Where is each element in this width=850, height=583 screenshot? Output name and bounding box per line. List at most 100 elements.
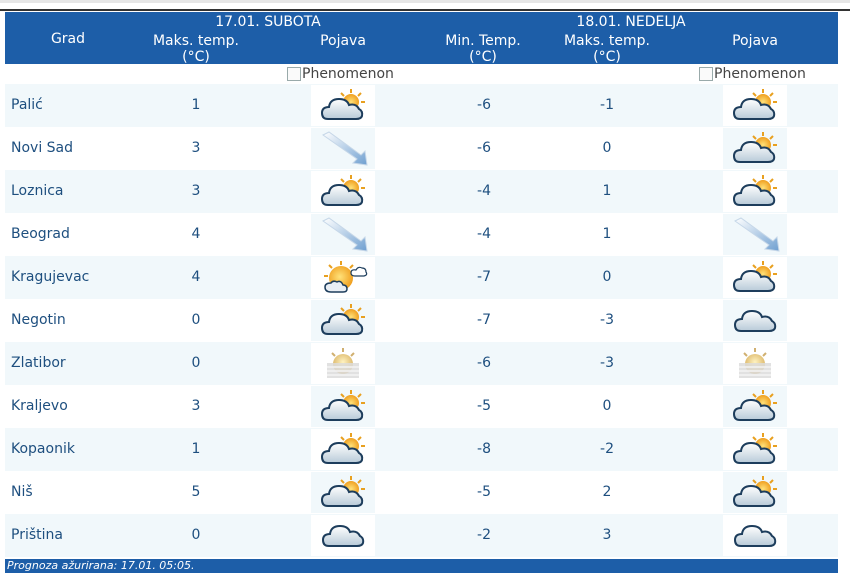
partly-cloudy-sun-icon bbox=[723, 128, 787, 169]
max-temp-day2: 1 bbox=[602, 183, 612, 199]
table-row: Kraljevo 3 -5 0 bbox=[5, 385, 838, 428]
city-name: Zlatibor bbox=[11, 355, 66, 371]
table-row: Kopaonik 1 -8 -2 bbox=[5, 428, 838, 471]
table-row: Kragujevac 4 -7 0 bbox=[5, 256, 838, 299]
city-name: Niš bbox=[11, 484, 33, 500]
cloud-icon bbox=[723, 515, 787, 556]
table-row: Palić 1 -6 -1 bbox=[5, 84, 838, 127]
table-row: Loznica 3 -4 1 bbox=[5, 170, 838, 213]
min-temp-day2: -4 bbox=[477, 183, 491, 199]
city-name: Kopaonik bbox=[11, 441, 75, 457]
phenomenon-alt-text: Phenomenon bbox=[302, 66, 394, 82]
city-name: Novi Sad bbox=[11, 140, 74, 156]
partly-cloudy-sun-icon bbox=[723, 171, 787, 212]
city-name: Palić bbox=[11, 97, 43, 113]
partly-cloudy-sun-icon bbox=[311, 85, 375, 126]
header-max2-unit: (°C) bbox=[593, 49, 621, 65]
header-max2: Maks. temp. (°C) bbox=[545, 33, 669, 65]
header-max1: Maks. temp. (°C) bbox=[133, 33, 259, 65]
table-row: Beograd 4 -4 1 bbox=[5, 213, 838, 256]
partly-cloudy-sun-icon bbox=[311, 472, 375, 513]
min-temp-day2: -6 bbox=[477, 140, 491, 156]
partly-cloudy-sun-icon bbox=[723, 85, 787, 126]
max-temp-day2: 0 bbox=[602, 269, 612, 285]
city-name: Kraljevo bbox=[11, 398, 68, 414]
updated-note: Prognoza ažurirana: 17.01. 05:05. bbox=[7, 559, 195, 572]
city-name: Priština bbox=[11, 527, 63, 543]
table-row: Priština 0 -2 3 bbox=[5, 514, 838, 557]
phenomenon-image-2: Phenomenon bbox=[699, 66, 806, 82]
partly-cloudy-sun-icon bbox=[723, 429, 787, 470]
max-temp-day1: 3 bbox=[191, 140, 201, 156]
top-rule bbox=[0, 9, 850, 11]
max-temp-day1: 1 bbox=[191, 441, 201, 457]
broken-image-icon bbox=[699, 67, 713, 81]
max-temp-day1: 5 bbox=[191, 484, 201, 500]
city-name: Negotin bbox=[11, 312, 66, 328]
max-temp-day1: 3 bbox=[191, 398, 201, 414]
fog-sun-icon bbox=[723, 343, 787, 384]
table-row: Niš 5 -5 2 bbox=[5, 471, 838, 514]
header-city: Grad bbox=[50, 31, 86, 47]
wind-arrow-icon bbox=[311, 128, 375, 169]
min-temp-day2: -2 bbox=[477, 527, 491, 543]
header-max1-unit: (°C) bbox=[182, 49, 210, 65]
city-name: Beograd bbox=[11, 226, 70, 242]
header-min2-unit: (°C) bbox=[469, 49, 497, 65]
header-day1: 17.01. SUBOTA bbox=[215, 14, 321, 30]
max-temp-day2: 1 bbox=[602, 226, 612, 242]
partly-cloudy-sun-icon bbox=[311, 171, 375, 212]
header-phen2: Pojava bbox=[732, 33, 778, 49]
max-temp-day1: 3 bbox=[191, 183, 201, 199]
max-temp-day1: 1 bbox=[191, 97, 201, 113]
max-temp-day1: 0 bbox=[191, 312, 201, 328]
max-temp-day2: -3 bbox=[600, 312, 614, 328]
max-temp-day2: -2 bbox=[600, 441, 614, 457]
table-row: Zlatibor 0 -6 -3 bbox=[5, 342, 838, 385]
partly-cloudy-sun-icon bbox=[723, 472, 787, 513]
forecast-table: Grad 17.01. SUBOTA Maks. temp. (°C) Poja… bbox=[5, 12, 838, 557]
cloud-icon bbox=[723, 300, 787, 341]
min-temp-day2: -6 bbox=[477, 355, 491, 371]
table-row: Negotin 0 -7 -3 bbox=[5, 299, 838, 342]
partly-cloudy-sun-icon bbox=[723, 386, 787, 427]
table-body: Palić 1 -6 -1 Novi Sad 3 -6 0 Loznica 3 … bbox=[5, 84, 838, 557]
phenomenon-alt-text: Phenomenon bbox=[714, 66, 806, 82]
max-temp-day1: 0 bbox=[191, 527, 201, 543]
header-max1-label: Maks. temp. bbox=[152, 33, 240, 49]
max-temp-day1: 4 bbox=[191, 226, 201, 242]
table-header: Grad 17.01. SUBOTA Maks. temp. (°C) Poja… bbox=[5, 12, 838, 65]
min-temp-day2: -5 bbox=[477, 398, 491, 414]
header-max2-label: Maks. temp. bbox=[563, 33, 651, 49]
max-temp-day2: 0 bbox=[602, 140, 612, 156]
partly-cloudy-sun-icon bbox=[311, 429, 375, 470]
partly-cloudy-sun-icon bbox=[311, 386, 375, 427]
header-phen1: Pojava bbox=[320, 33, 366, 49]
cloud-icon bbox=[311, 515, 375, 556]
max-temp-day2: 3 bbox=[602, 527, 612, 543]
broken-image-icon bbox=[287, 67, 301, 81]
header-min2: Min. Temp. (°C) bbox=[423, 33, 543, 65]
phenomenon-legend-row: Phenomenon Phenomenon bbox=[5, 64, 838, 84]
fog-sun-icon bbox=[311, 343, 375, 384]
partly-cloudy-sun-icon bbox=[311, 300, 375, 341]
max-temp-day2: 2 bbox=[602, 484, 612, 500]
partly-cloudy-sun-icon bbox=[723, 257, 787, 298]
footer-bar: Prognoza ažurirana: 17.01. 05:05. bbox=[5, 559, 838, 573]
max-temp-day2: -3 bbox=[600, 355, 614, 371]
min-temp-day2: -8 bbox=[477, 441, 491, 457]
mostly-sunny-icon bbox=[311, 257, 375, 298]
max-temp-day2: 0 bbox=[602, 398, 612, 414]
header-day2: 18.01. NEDELJA bbox=[576, 14, 686, 30]
city-name: Loznica bbox=[11, 183, 64, 199]
header-min2-label: Min. Temp. bbox=[445, 33, 521, 49]
city-name: Kragujevac bbox=[11, 269, 90, 285]
table-row: Novi Sad 3 -6 0 bbox=[5, 127, 838, 170]
wind-arrow-icon bbox=[723, 214, 787, 255]
min-temp-day2: -4 bbox=[477, 226, 491, 242]
wind-arrow-icon bbox=[311, 214, 375, 255]
max-temp-day1: 0 bbox=[191, 355, 201, 371]
min-temp-day2: -7 bbox=[477, 269, 491, 285]
phenomenon-image-1: Phenomenon bbox=[287, 66, 394, 82]
top-border bbox=[0, 0, 850, 3]
